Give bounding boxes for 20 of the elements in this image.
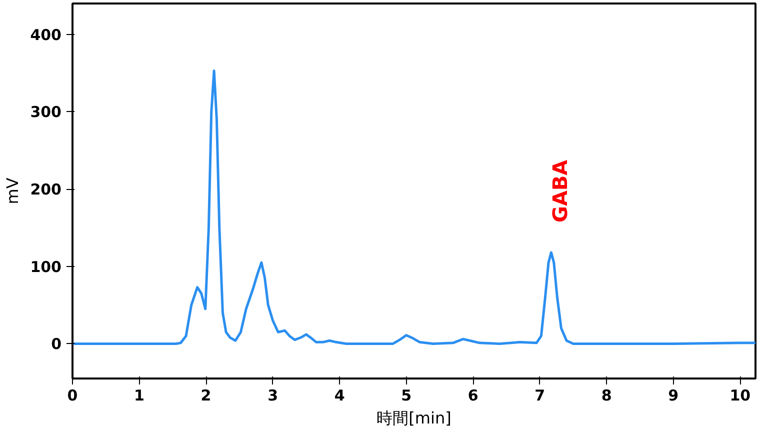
x-tick-label: 4 — [334, 386, 345, 404]
line-series — [72, 70, 756, 345]
x-axis-title: 時間[min] — [376, 408, 452, 428]
y-tick-label: 400 — [30, 26, 62, 44]
x-tick-label: 3 — [268, 386, 278, 404]
x-tick-label: 2 — [200, 386, 212, 404]
x-tick-label: 6 — [468, 386, 478, 404]
y-tick-label: 100 — [30, 258, 62, 276]
y-tick-label: 200 — [30, 180, 62, 199]
y-tick-label: 300 — [30, 103, 62, 122]
x-tick-label: 7 — [534, 386, 546, 404]
y-axis-title: mV — [3, 178, 22, 204]
x-tick-label: 0 — [67, 386, 78, 404]
x-tick-label: 5 — [401, 386, 412, 404]
x-tick-label: 9 — [668, 386, 679, 404]
x-tick-label: 8 — [601, 386, 612, 404]
x-tick-label: 1 — [134, 386, 144, 404]
x-tick-label: 10 — [730, 386, 751, 404]
y-tick-label: 0 — [51, 335, 62, 354]
annotation: GABA — [548, 159, 572, 222]
